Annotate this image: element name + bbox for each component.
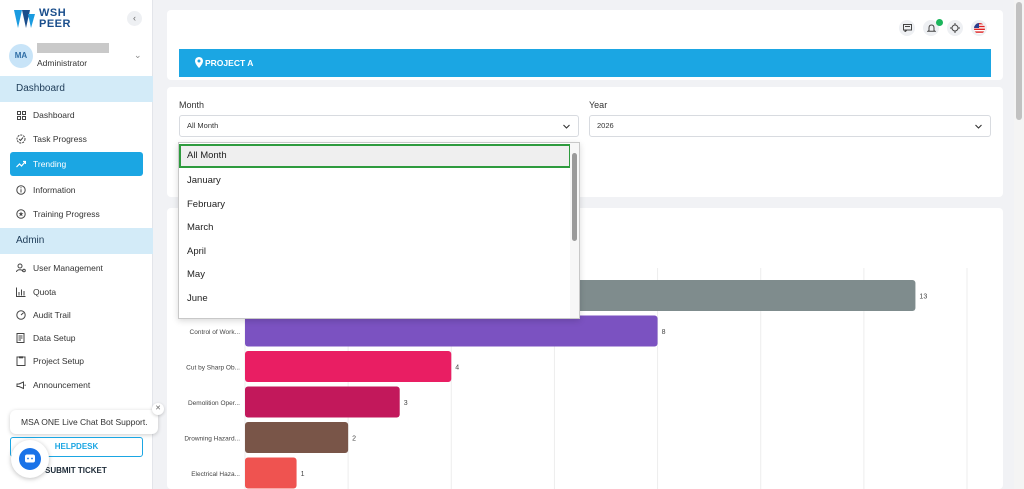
dropdown-scrollbar-thumb[interactable] — [572, 153, 577, 241]
info-icon — [16, 185, 26, 195]
month-option-june[interactable]: June — [187, 292, 208, 304]
user-name-redacted — [37, 43, 109, 53]
sidebar-item-label: Information — [33, 185, 76, 195]
month-option-february[interactable]: February — [187, 198, 226, 210]
sidebar: WSH PEER ‹ MA Administrator ⌄ Dashboard … — [0, 0, 153, 489]
sidebar-item-label: User Management — [33, 263, 103, 273]
chart-category-label: Demolition Oper... — [188, 400, 240, 407]
chart-data-label: 3 — [404, 400, 408, 407]
month-option-january[interactable]: January — [187, 175, 221, 186]
sidebar-item-information[interactable]: Information — [10, 178, 143, 202]
sidebar-item-label: Project Setup — [33, 356, 85, 366]
chart-category-label: Electrical Haza... — [191, 471, 240, 478]
section-dashboard: Dashboard — [0, 76, 153, 102]
sidebar-item-trending[interactable]: Trending — [10, 152, 143, 176]
chevron-down-icon[interactable]: ⌄ — [134, 50, 142, 60]
sidebar-item-training-progress[interactable]: Training Progress — [10, 202, 143, 226]
sidebar-item-announcement[interactable]: Announcement — [10, 373, 143, 397]
chart-bar[interactable] — [245, 351, 452, 382]
progress-icon — [16, 134, 26, 144]
chart-data-label: 13 — [919, 294, 927, 301]
chart-category-label: Cut by Sharp Ob... — [186, 365, 240, 372]
notification-bell-icon[interactable] — [923, 20, 939, 36]
chart-bar[interactable] — [245, 457, 297, 489]
month-dropdown-list[interactable]: All Month January February March April M… — [178, 142, 580, 319]
sidebar-item-label: Trending — [33, 159, 67, 169]
sidebar-item-user-management[interactable]: User Management — [10, 256, 143, 280]
grid-icon — [16, 110, 26, 120]
user-profile[interactable]: MA Administrator ⌄ — [9, 42, 149, 70]
us-flag-icon[interactable] — [971, 20, 987, 36]
crosshair-icon[interactable] — [947, 20, 963, 36]
speedometer-icon — [16, 310, 26, 320]
month-option-all[interactable]: All Month — [179, 144, 571, 168]
dropdown-scrollbar[interactable] — [570, 143, 579, 318]
data-icon — [16, 333, 26, 343]
month-option-may[interactable]: May — [187, 269, 205, 280]
project-banner: PROJECT A — [179, 49, 991, 77]
sidebar-item-project-setup[interactable]: Project Setup — [10, 349, 143, 373]
star-circle-icon — [16, 209, 26, 219]
chart-bar[interactable] — [245, 422, 349, 453]
chart-category-label: Drowning Hazard... — [184, 436, 240, 443]
page-scrollbar[interactable] — [1014, 0, 1024, 489]
brand-line-1: WSH — [39, 7, 67, 19]
chart-data-label: 1 — [301, 471, 305, 478]
sidebar-item-label: Audit Trail — [33, 310, 71, 320]
bar-chart-icon — [16, 287, 26, 297]
sidebar-item-label: Dashboard — [33, 110, 75, 120]
notification-dot — [936, 19, 943, 26]
trending-icon — [16, 159, 26, 169]
brand-line-2: PEER — [39, 18, 71, 30]
collapse-sidebar-button[interactable]: ‹ — [127, 11, 142, 26]
sidebar-item-label: Data Setup — [33, 333, 76, 343]
sidebar-item-label: Task Progress — [33, 134, 87, 144]
submit-ticket-link[interactable]: SUBMIT TICKET — [45, 466, 107, 475]
sidebar-item-label: Quota — [33, 287, 57, 297]
logo-icon — [14, 10, 35, 28]
user-role: Administrator — [37, 58, 88, 68]
chevron-down-icon — [563, 124, 570, 129]
sidebar-item-task-progress[interactable]: Task Progress — [10, 127, 143, 151]
month-label: Month — [179, 100, 205, 110]
chart-data-label: 4 — [455, 365, 459, 372]
chat-icon — [19, 448, 41, 470]
year-select[interactable]: 2026 — [589, 115, 991, 137]
sidebar-item-quota[interactable]: Quota — [10, 280, 143, 304]
clipboard-icon — [16, 356, 26, 366]
chat-launcher-button[interactable] — [11, 440, 49, 478]
year-select-value: 2026 — [597, 121, 614, 130]
month-option-march[interactable]: March — [187, 222, 214, 233]
message-icon[interactable] — [899, 20, 915, 36]
chevron-down-icon — [975, 124, 982, 129]
avatar: MA — [9, 44, 33, 68]
sidebar-item-data-setup[interactable]: Data Setup — [10, 326, 143, 350]
user-gear-icon — [16, 263, 26, 273]
location-pin-icon — [195, 57, 203, 68]
chart-bar[interactable] — [245, 386, 400, 418]
month-select-value: All Month — [187, 121, 219, 130]
helpdesk-button[interactable]: HELPDESK — [10, 437, 143, 457]
megaphone-icon — [16, 380, 26, 390]
section-admin: Admin — [0, 228, 153, 254]
chart-data-label: 8 — [662, 329, 666, 336]
logo[interactable]: WSH PEER — [12, 6, 71, 32]
chart-category-label: Control of Work... — [190, 329, 241, 336]
sidebar-item-dashboard[interactable]: Dashboard — [10, 103, 143, 127]
chart-data-label: 2 — [352, 436, 356, 443]
page-scrollbar-thumb[interactable] — [1016, 2, 1022, 120]
chat-tooltip[interactable]: MSA ONE Live Chat Bot Support. — [10, 410, 158, 434]
close-icon[interactable]: ✕ — [152, 403, 164, 415]
sidebar-item-audit-trail[interactable]: Audit Trail — [10, 303, 143, 327]
year-label: Year — [589, 100, 608, 110]
sidebar-item-label: Announcement — [33, 380, 91, 390]
sidebar-item-label: Training Progress — [33, 209, 100, 219]
chart-bar[interactable] — [245, 315, 658, 347]
month-select[interactable]: All Month — [179, 115, 579, 137]
month-option-april[interactable]: April — [187, 245, 207, 257]
